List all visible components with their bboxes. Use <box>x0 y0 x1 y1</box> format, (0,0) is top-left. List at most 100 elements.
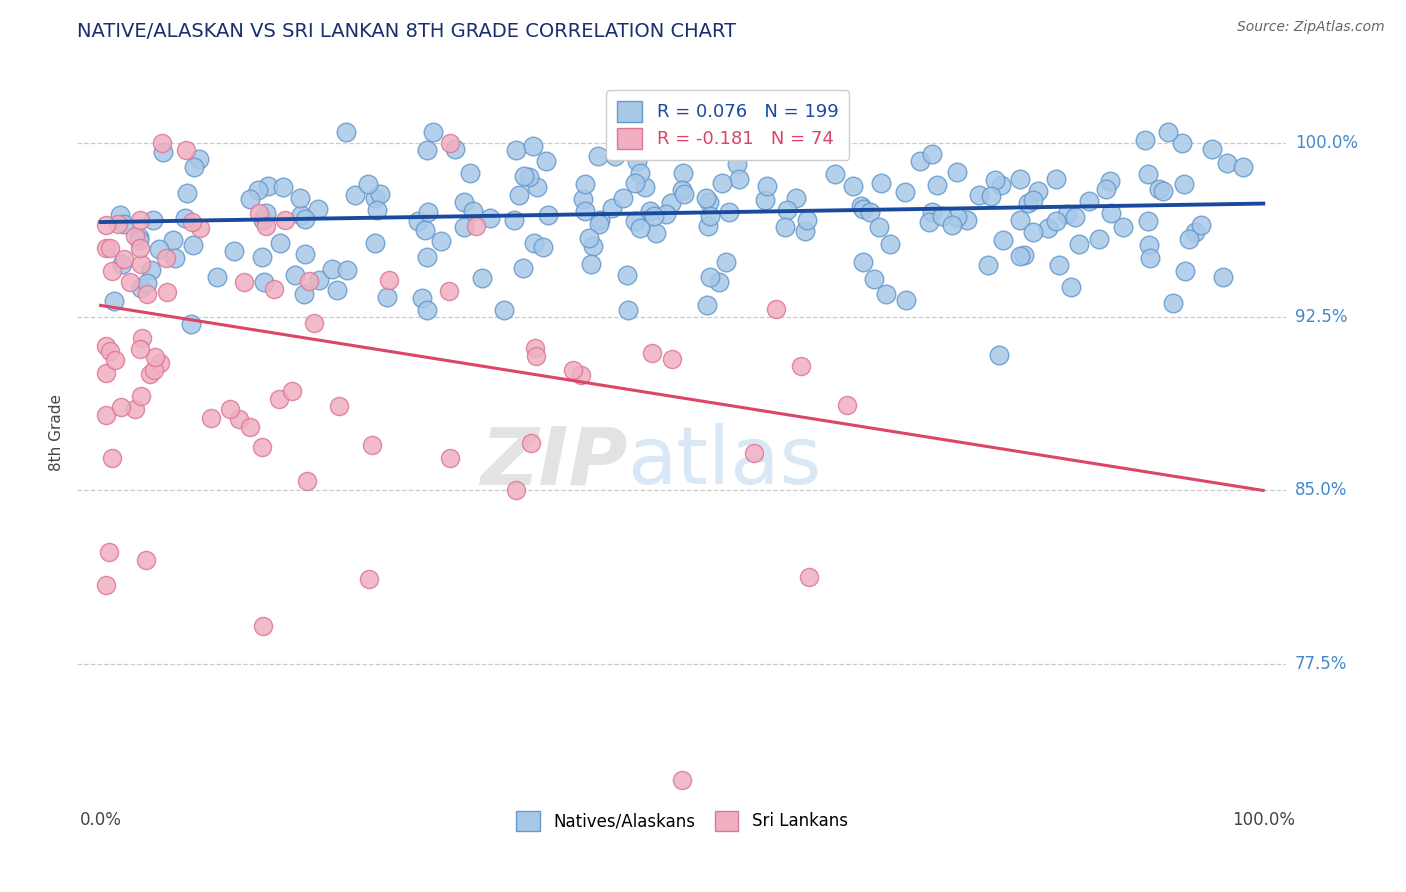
Point <box>100 450 122 465</box>
Point <box>793 224 815 238</box>
Point <box>1021 225 1043 239</box>
Point <box>628 221 651 235</box>
Point <box>796 213 818 227</box>
Point <box>232 276 254 290</box>
Point <box>586 149 609 163</box>
Point <box>180 215 202 229</box>
Point <box>967 188 990 202</box>
Point <box>416 250 439 264</box>
Point <box>1008 212 1031 227</box>
Point <box>124 229 146 244</box>
Point <box>1174 263 1197 277</box>
Point <box>1014 248 1036 262</box>
Point <box>1064 210 1087 224</box>
Point <box>139 368 162 382</box>
Point <box>96 408 118 422</box>
Point <box>295 474 318 488</box>
Point <box>143 362 166 376</box>
Point <box>524 350 547 364</box>
Point <box>617 303 640 318</box>
Point <box>946 210 969 224</box>
Text: ZIP: ZIP <box>479 423 627 501</box>
Point <box>879 237 901 252</box>
Point <box>249 206 271 220</box>
Point <box>284 268 307 282</box>
Point <box>859 205 882 219</box>
Point <box>406 214 429 228</box>
Point <box>439 451 461 466</box>
Point <box>292 286 315 301</box>
Point <box>993 233 1015 247</box>
Point <box>219 401 242 416</box>
Point <box>699 209 721 223</box>
Point <box>188 221 211 235</box>
Point <box>307 202 329 217</box>
Point <box>155 251 177 265</box>
Point <box>1045 213 1067 227</box>
Point <box>156 285 179 300</box>
Point <box>921 146 943 161</box>
Point <box>173 211 195 225</box>
Point <box>101 263 124 277</box>
Point <box>103 293 125 308</box>
Point <box>1212 269 1234 284</box>
Point <box>505 483 527 497</box>
Point <box>1161 295 1184 310</box>
Point <box>519 436 541 450</box>
Point <box>247 183 270 197</box>
Point <box>1173 177 1195 191</box>
Point <box>640 204 662 219</box>
Point <box>835 398 858 412</box>
Point <box>162 233 184 247</box>
Point <box>174 143 197 157</box>
Point <box>588 217 610 231</box>
Point <box>925 178 948 192</box>
Point <box>118 275 141 289</box>
Point <box>727 171 749 186</box>
Point <box>110 208 132 222</box>
Point <box>1017 196 1039 211</box>
Point <box>152 136 174 151</box>
Point <box>269 235 291 250</box>
Point <box>453 194 475 209</box>
Point <box>725 157 748 171</box>
Point <box>671 772 693 787</box>
Point <box>104 353 127 368</box>
Text: 85.0%: 85.0% <box>1295 482 1347 500</box>
Point <box>239 192 262 206</box>
Point <box>931 210 953 224</box>
Point <box>1184 226 1206 240</box>
Point <box>356 178 378 192</box>
Y-axis label: 8th Grade: 8th Grade <box>49 394 65 471</box>
Point <box>129 388 152 402</box>
Point <box>505 143 527 157</box>
Point <box>1010 249 1032 263</box>
Point <box>980 188 1002 202</box>
Point <box>252 213 274 227</box>
Point <box>465 219 488 234</box>
Point <box>1171 136 1194 150</box>
Point <box>537 208 560 222</box>
Point <box>1099 206 1122 220</box>
Point <box>536 154 558 169</box>
Point <box>200 411 222 425</box>
Point <box>742 446 765 460</box>
Point <box>1215 156 1237 170</box>
Point <box>697 194 720 209</box>
Point <box>1201 142 1223 156</box>
Point <box>328 399 350 413</box>
Point <box>634 179 657 194</box>
Point <box>378 273 401 287</box>
Point <box>718 204 741 219</box>
Point <box>128 233 150 247</box>
Point <box>269 392 291 406</box>
Point <box>239 420 262 434</box>
Point <box>863 272 886 286</box>
Text: atlas: atlas <box>627 423 823 501</box>
Point <box>1178 232 1201 246</box>
Point <box>281 384 304 398</box>
Point <box>699 269 721 284</box>
Point <box>503 212 526 227</box>
Point <box>524 341 547 355</box>
Point <box>875 286 897 301</box>
